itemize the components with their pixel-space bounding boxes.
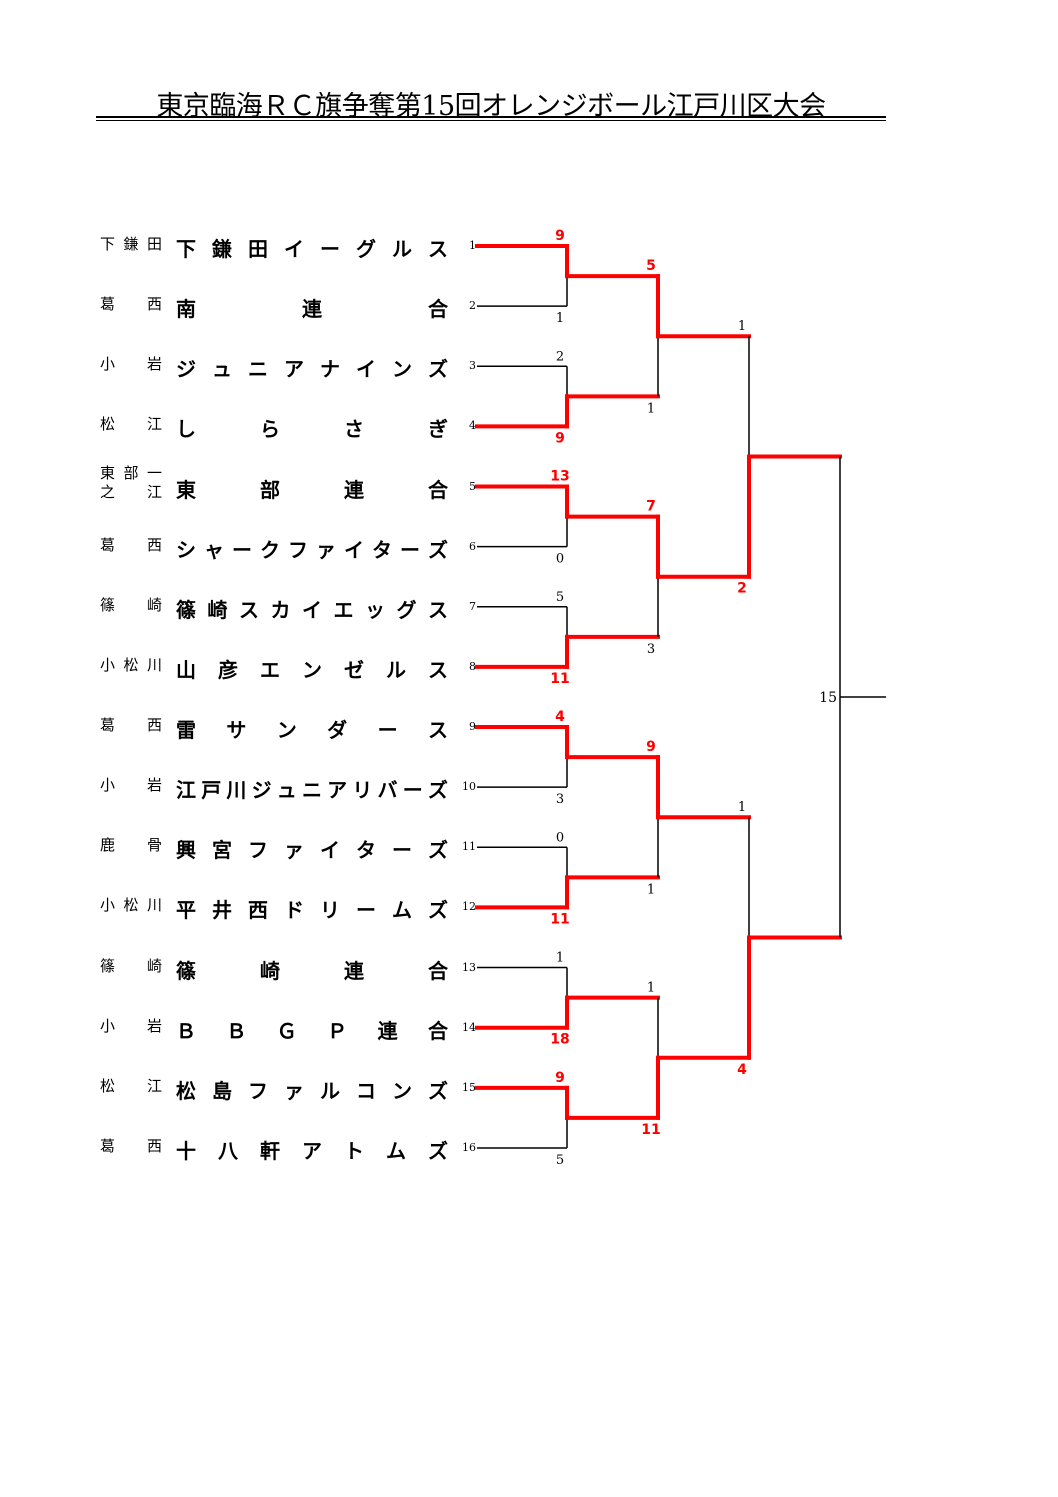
team-area-line: 之江 (100, 482, 162, 501)
team-area-line: 鹿骨 (100, 836, 162, 855)
team-area: 下鎌田 (100, 235, 162, 254)
team-area: 葛西 (100, 295, 162, 314)
team-area: 東部一之江 (100, 464, 162, 502)
title-underline (96, 116, 886, 121)
seed-number: 1 (469, 239, 476, 252)
team-name: 松島ファルコンズ (176, 1078, 448, 1103)
team-name: シャークファイターズ (176, 537, 448, 562)
team-area-line: 松江 (100, 1076, 162, 1095)
team-name: ジュニアナインズ (176, 357, 448, 382)
team-area: 小岩 (100, 355, 162, 374)
seed-number: 16 (462, 1140, 476, 1154)
team-name: 篠崎連合 (176, 958, 448, 983)
seed-number: 5 (469, 479, 476, 493)
team-name: 東部連合 (176, 477, 448, 502)
team-area: 小岩 (100, 776, 162, 795)
seed-number: 13 (462, 960, 476, 974)
seed-number: 4 (469, 419, 476, 433)
team-area-line: 篠崎 (100, 956, 162, 975)
score-bottom: 1 (647, 401, 655, 416)
team-area-line: 葛西 (100, 716, 162, 735)
team-name: 江戸川ジュニアリバーズ (176, 778, 448, 803)
score-top: 1 (556, 951, 564, 966)
final-match-label: 15 (819, 690, 837, 706)
score-top: 0 (556, 830, 564, 845)
team-area-line: 小松川 (100, 896, 162, 915)
score-top: 1 (647, 981, 655, 996)
score-bottom: 0 (556, 552, 564, 567)
score-bottom: 18 (550, 1032, 569, 1048)
team-area: 鹿骨 (100, 836, 162, 855)
team-area: 篠崎 (100, 596, 162, 615)
score-top: 13 (550, 469, 569, 485)
score-bottom: 3 (556, 792, 564, 807)
score-top: 2 (556, 349, 564, 364)
seed-number: 11 (462, 840, 476, 854)
seed-number: 15 (462, 1080, 476, 1094)
score-top: 9 (646, 739, 656, 755)
score-top: 4 (555, 709, 565, 725)
score-top: 9 (555, 228, 565, 244)
team-area-line: 小岩 (100, 355, 162, 374)
team-name: 雷サンダース (176, 718, 448, 743)
team-area-line: 葛西 (100, 295, 162, 314)
seed-number: 8 (469, 659, 476, 673)
seed-number: 7 (469, 599, 476, 613)
team-name: 篠崎スカイエッグス (176, 597, 448, 622)
score-bottom: 5 (556, 1153, 564, 1168)
team-area: 篠崎 (100, 957, 162, 976)
team-area-line: 篠崎 (100, 595, 162, 614)
team-area-line: 小松川 (100, 655, 162, 674)
team-name: 平井西ドリームズ (176, 898, 448, 923)
score-top: 5 (646, 258, 656, 274)
seed-number: 12 (462, 900, 476, 914)
seed-number: 3 (469, 359, 476, 373)
team-name: 十八軒アトムズ (176, 1138, 448, 1163)
score-top: 7 (646, 499, 656, 515)
score-top: 9 (555, 1070, 565, 1086)
team-area: 葛西 (100, 716, 162, 735)
team-area: 小松川 (100, 656, 162, 675)
score-bottom: 11 (550, 911, 569, 927)
score-bottom: 1 (556, 311, 564, 326)
team-name: 南連合 (176, 297, 448, 322)
team-area: 松江 (100, 1077, 162, 1096)
team-area: 小松川 (100, 896, 162, 915)
team-area-line: 小岩 (100, 776, 162, 795)
seed-number: 9 (469, 720, 476, 734)
team-area: 葛西 (100, 1137, 162, 1156)
team-area-line: 葛西 (100, 1136, 162, 1155)
score-bottom: 2 (737, 581, 747, 597)
team-name: しらさぎ (176, 417, 448, 442)
team-area-line: 松江 (100, 415, 162, 434)
score-bottom: 9 (555, 430, 565, 446)
team-area-line: 小岩 (100, 1016, 162, 1035)
team-name: 山彦エンゼルス (176, 657, 448, 682)
score-bottom: 11 (550, 671, 569, 687)
score-bottom: 4 (737, 1062, 747, 1078)
team-name: 下鎌田イーグルス (176, 237, 448, 261)
seed-number: 6 (469, 539, 476, 553)
score-bottom: 1 (647, 882, 655, 897)
score-bottom: 3 (647, 642, 655, 657)
team-name: 興宮ファイターズ (176, 838, 448, 863)
team-area-line: 葛西 (100, 535, 162, 554)
seed-number: 14 (462, 1020, 476, 1034)
seed-number: 2 (469, 299, 476, 313)
team-area-line: 東部一 (100, 463, 162, 482)
score-top: 1 (738, 800, 746, 815)
score-top: 1 (738, 319, 746, 334)
score-bottom: 11 (641, 1122, 660, 1138)
score-top: 5 (556, 590, 564, 605)
team-area: 葛西 (100, 536, 162, 555)
seed-number: 10 (462, 780, 476, 794)
team-area: 小岩 (100, 1017, 162, 1036)
team-area-line: 下鎌田 (100, 235, 162, 253)
team-area: 松江 (100, 415, 162, 434)
